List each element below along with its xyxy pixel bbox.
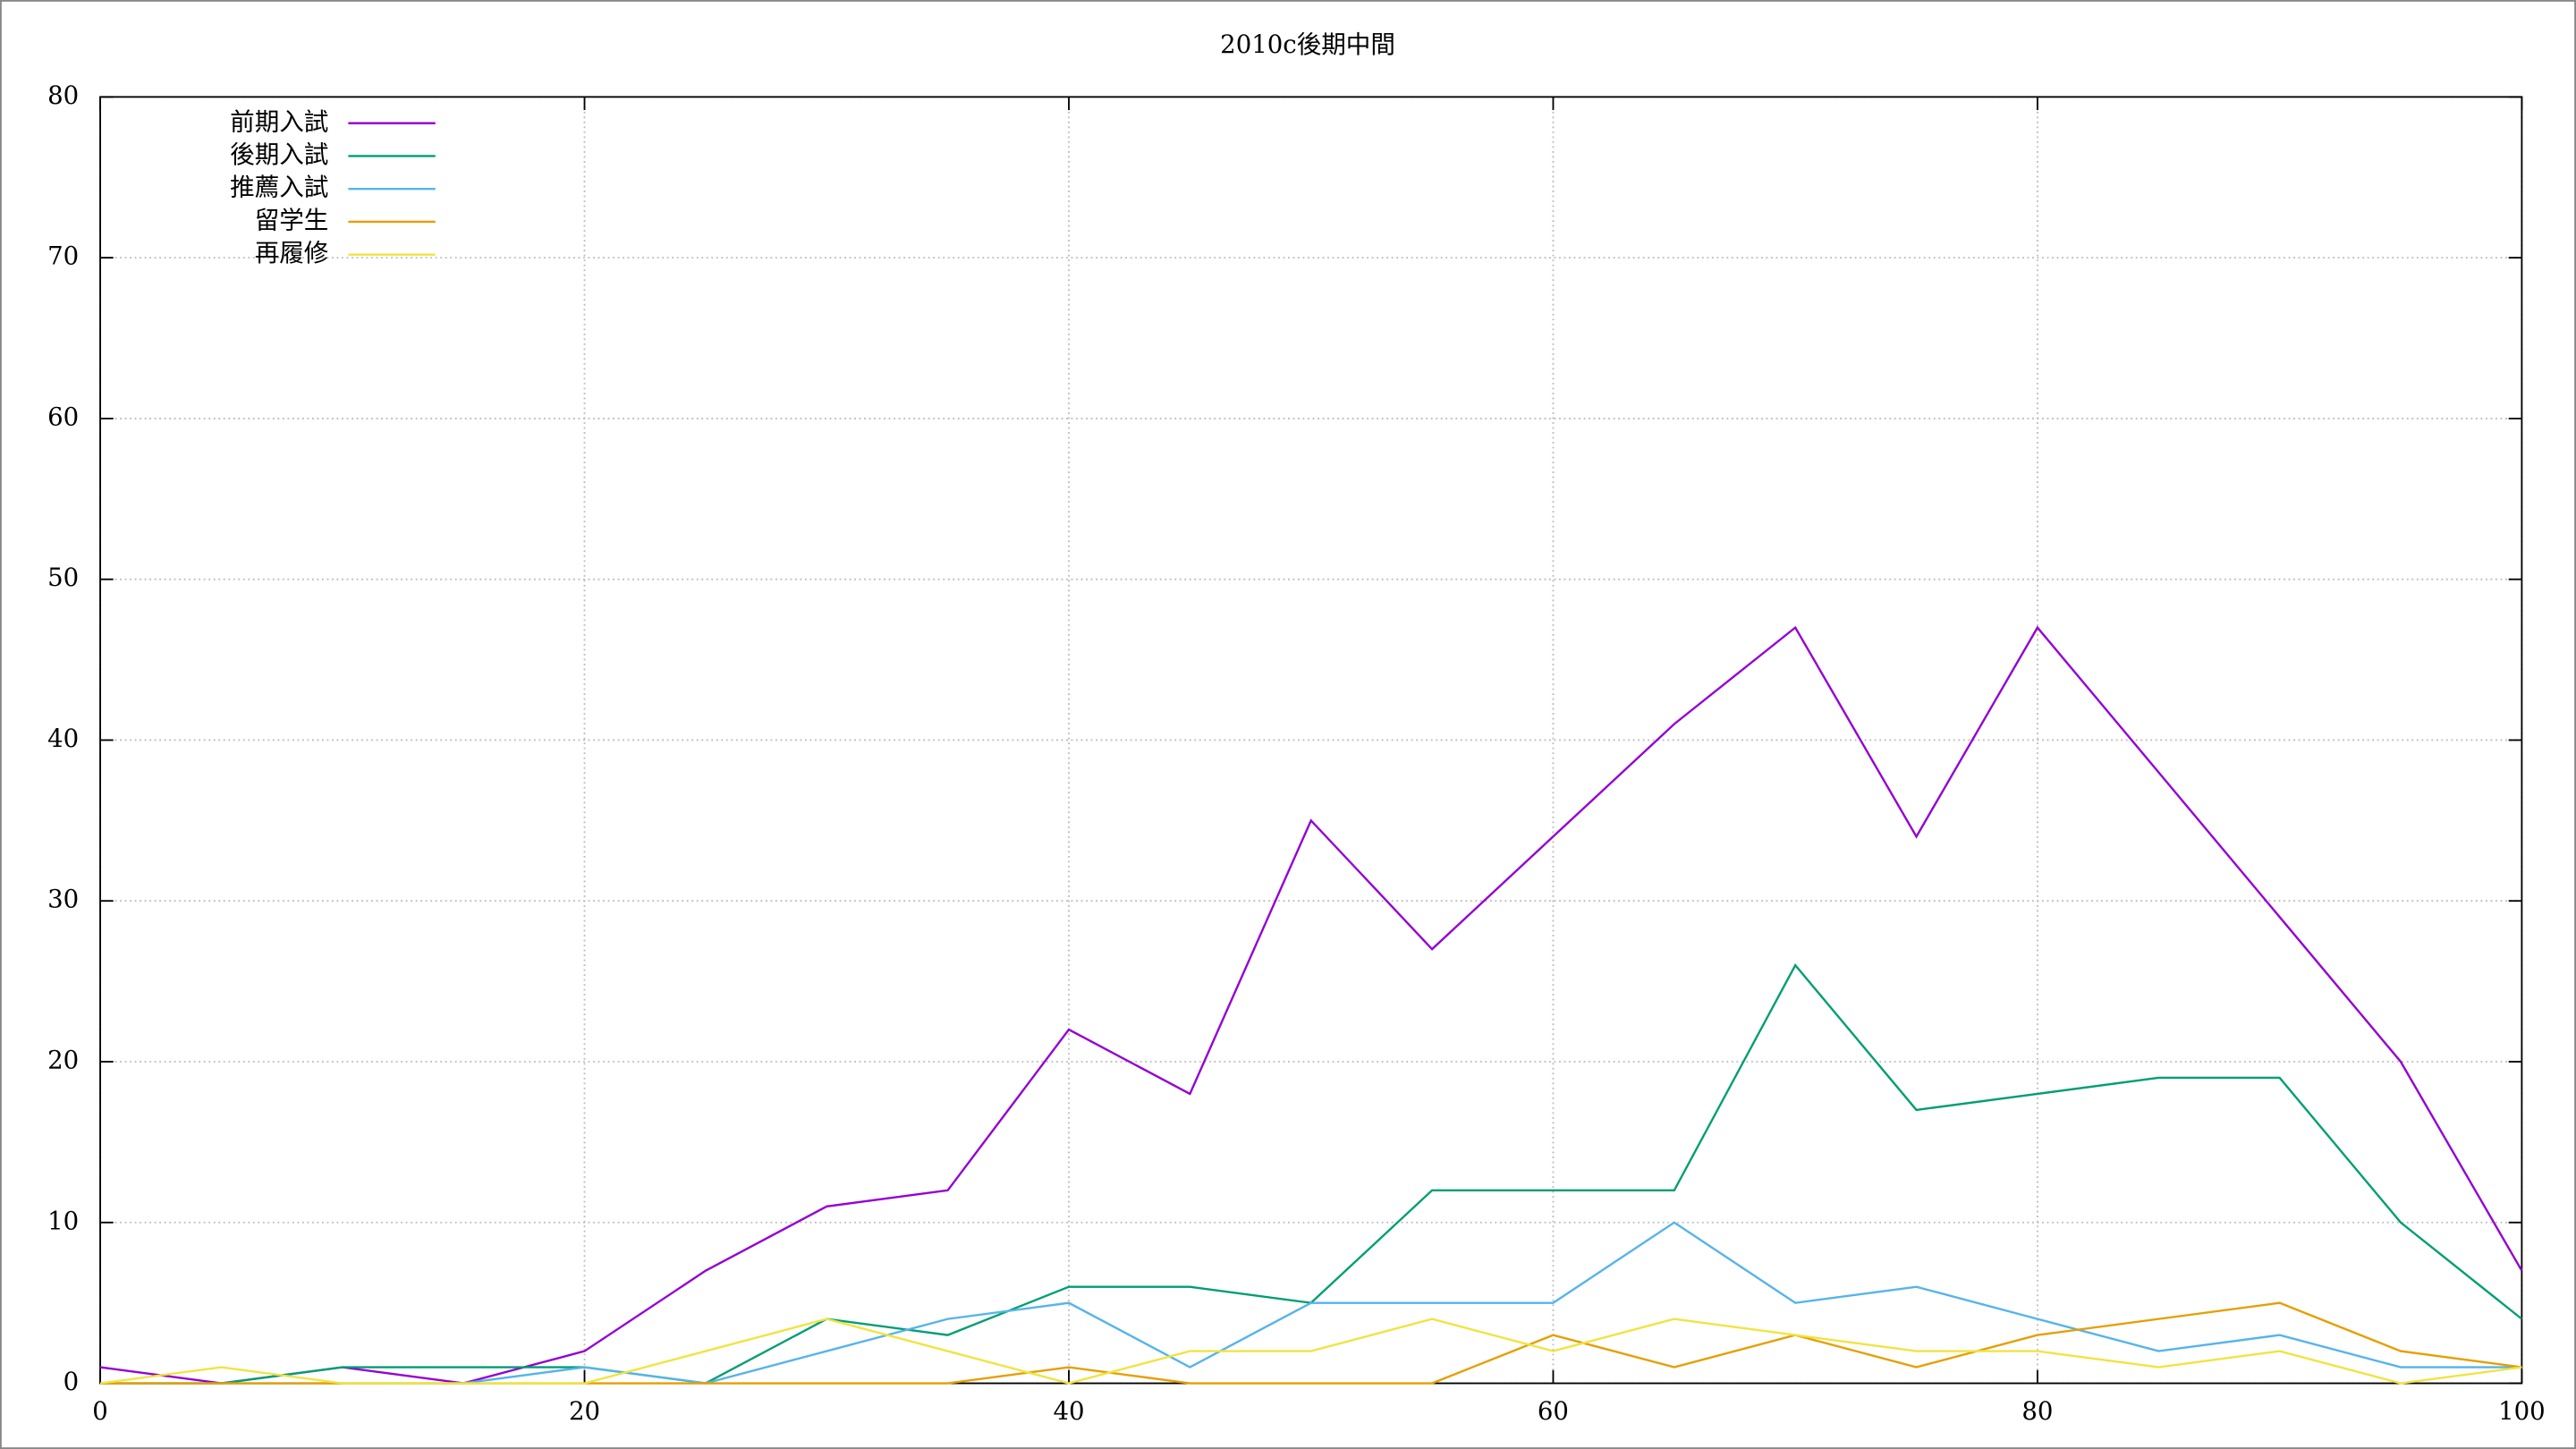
- x-tick-label: 0: [92, 1397, 108, 1426]
- y-tick-label: 60: [47, 402, 79, 431]
- x-tick-label: 80: [2021, 1397, 2053, 1426]
- x-tick-label: 20: [569, 1397, 600, 1426]
- x-tick-label: 40: [1053, 1397, 1084, 1426]
- y-tick-label: 0: [64, 1368, 80, 1396]
- x-tick-label: 60: [1538, 1397, 1569, 1426]
- legend-label: 再履修: [255, 239, 329, 267]
- series-line: [100, 1221, 2522, 1385]
- y-tick-label: 20: [47, 1046, 79, 1074]
- legend-label: 前期入試: [230, 107, 328, 136]
- y-tick-label: 80: [47, 81, 79, 110]
- legend-label: 後期入試: [230, 140, 328, 169]
- x-tick-label: 100: [2498, 1397, 2546, 1426]
- y-tick-label: 10: [47, 1207, 79, 1235]
- series-line: [99, 1318, 2522, 1385]
- chart-title: 2010c後期中間: [1220, 30, 1395, 59]
- y-tick-label: 70: [47, 242, 79, 271]
- y-tick-label: 50: [47, 564, 79, 592]
- y-tick-label: 30: [47, 886, 79, 914]
- legend-label: 留学生: [255, 206, 329, 234]
- legend-label: 推薦入試: [230, 174, 328, 202]
- series-line: [99, 625, 2523, 1385]
- y-tick-label: 40: [47, 724, 79, 753]
